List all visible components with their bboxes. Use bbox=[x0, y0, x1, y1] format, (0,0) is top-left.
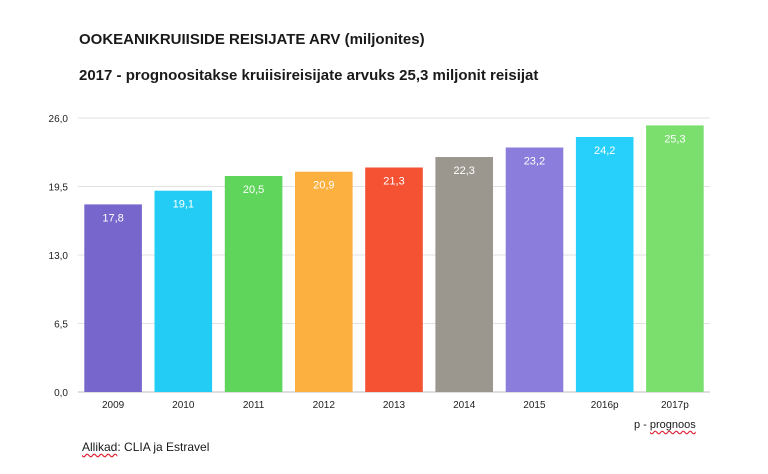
y-tick-label: 6,5 bbox=[54, 320, 68, 331]
bar-2014 bbox=[435, 157, 493, 392]
x-tick-label: 2014 bbox=[453, 400, 476, 411]
y-tick-label: 19,5 bbox=[49, 183, 69, 194]
bar-2010 bbox=[154, 190, 213, 392]
chart-subtitle: 2017 - prognoositakse kruiisireisijate a… bbox=[79, 67, 539, 84]
data-label-2014: 22,3 bbox=[453, 165, 474, 177]
source-note: Allikad: CLIA ja Estravel bbox=[82, 440, 209, 454]
source-text: : CLIA ja Estravel bbox=[117, 440, 210, 454]
data-label-2011: 20,5 bbox=[243, 184, 264, 196]
data-label-2010: 19,1 bbox=[173, 199, 194, 211]
data-label-2016p: 24,2 bbox=[594, 145, 615, 157]
bar-2011 bbox=[224, 176, 283, 392]
bar-2015 bbox=[505, 147, 564, 392]
x-tick-label: 2011 bbox=[243, 400, 265, 411]
forecast-note: p - prognoos bbox=[634, 419, 696, 431]
bar-2012 bbox=[295, 171, 353, 392]
data-label-2009: 17,8 bbox=[102, 212, 123, 224]
forecast-note-prefix: p - bbox=[634, 419, 650, 431]
data-label-2013: 21,3 bbox=[383, 176, 404, 188]
y-tick-label: 0,0 bbox=[54, 388, 68, 399]
bar-2017p bbox=[646, 125, 704, 393]
data-label-2012: 20,9 bbox=[313, 180, 334, 192]
x-tick-label: 2013 bbox=[383, 400, 406, 411]
y-tick-label: 13,0 bbox=[49, 251, 69, 262]
bar-2013 bbox=[365, 167, 423, 392]
x-tick-label: 2009 bbox=[102, 400, 125, 411]
x-axis-ticks: 2009 2010 2011 2012 2013 2014 2015 2016p 2017p bbox=[102, 400, 689, 411]
forecast-note-word: prognoos bbox=[649, 419, 696, 431]
source-label: Allikad bbox=[82, 440, 118, 454]
bars: 17,8 19,1 20,5 20,9 21,3 22,3 23,2 24,2 25,3 bbox=[84, 125, 704, 393]
chart-title: OOKEANIKRUIISIDE REISIJATE ARV (miljonit… bbox=[79, 31, 425, 48]
y-tick-label: 26,0 bbox=[49, 114, 69, 125]
bar-2016p bbox=[575, 137, 634, 392]
x-tick-label: 2010 bbox=[172, 400, 195, 411]
x-tick-label: 2017p bbox=[661, 400, 689, 411]
bar-2009 bbox=[84, 204, 142, 392]
x-tick-label: 2016p bbox=[591, 400, 619, 411]
y-axis-ticks: 0,0 6,5 13,0 19,5 26,0 bbox=[49, 114, 69, 399]
x-tick-label: 2012 bbox=[313, 400, 336, 411]
x-tick-label: 2015 bbox=[523, 400, 546, 411]
data-label-2015: 23,2 bbox=[524, 156, 545, 168]
data-label-2017p: 25,3 bbox=[664, 133, 685, 145]
